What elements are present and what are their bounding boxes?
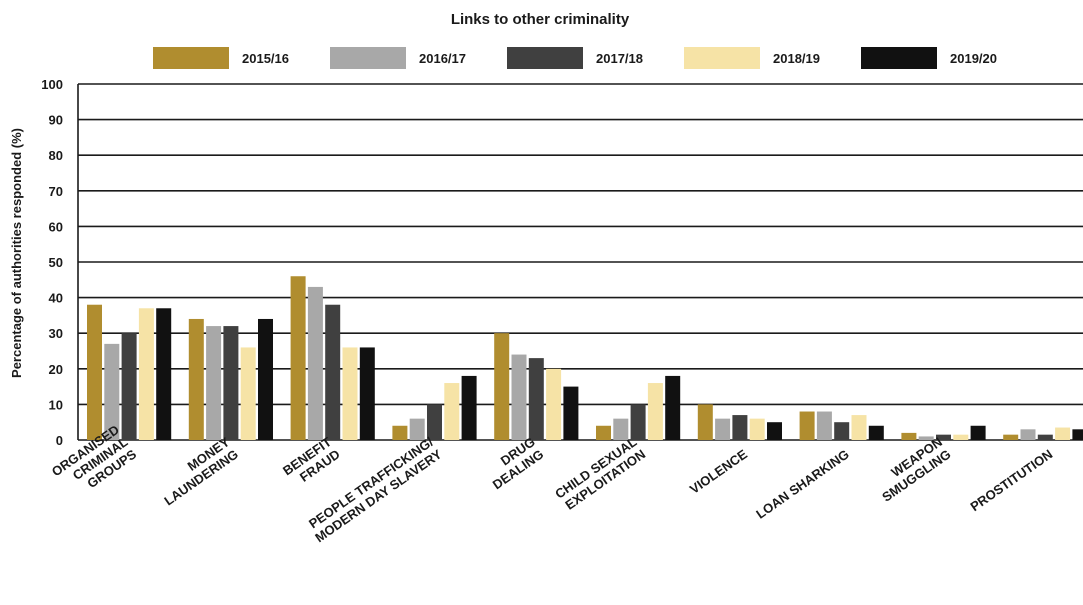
svg-text:BENEFITFRAUD: BENEFITFRAUD [280, 434, 343, 491]
bar [121, 333, 137, 440]
legend-swatch [153, 47, 229, 69]
svg-text:CHILD SEXUALEXPLOITATION: CHILD SEXUALEXPLOITATION [552, 434, 648, 514]
bar [290, 276, 306, 440]
legend-label: 2015/16 [242, 51, 289, 66]
bar [409, 418, 425, 440]
bar [1037, 434, 1053, 440]
legend: 2015/16 2016/17 2017/18 2018/19 2019/20 [153, 47, 997, 69]
bar [546, 368, 562, 440]
y-tick-label: 0 [56, 433, 63, 448]
y-tick-label: 10 [49, 397, 63, 412]
bars [87, 276, 1083, 440]
bar [325, 304, 341, 440]
bar [816, 411, 832, 440]
bar [563, 386, 579, 440]
bar [342, 347, 358, 440]
bar [647, 383, 663, 440]
bar [732, 415, 748, 440]
svg-text:VIOLENCE: VIOLENCE [687, 446, 750, 497]
x-tick-label: VIOLENCE [687, 446, 750, 497]
legend-label: 2018/19 [773, 51, 820, 66]
svg-text:PROSTITUTION: PROSTITUTION [967, 446, 1055, 514]
bar [511, 354, 527, 440]
chart-title: Links to other criminality [451, 11, 630, 28]
bar [392, 425, 408, 440]
y-tick-label: 40 [49, 291, 63, 306]
y-tick-label: 80 [49, 148, 63, 163]
bar [936, 434, 951, 440]
bar [528, 358, 544, 440]
bar [596, 425, 611, 440]
bar [613, 418, 629, 440]
bar [799, 411, 815, 440]
bar [258, 318, 273, 440]
bar [1020, 429, 1036, 440]
bar [138, 308, 154, 440]
bar [868, 425, 884, 440]
legend-label: 2019/20 [950, 51, 997, 66]
bar [970, 425, 986, 440]
x-tick-label: WEAPONSMUGGLING [871, 434, 954, 505]
legend-swatch [507, 47, 583, 69]
bar [444, 383, 460, 440]
svg-text:LOAN SHARKING: LOAN SHARKING [753, 446, 852, 521]
bar [188, 318, 204, 440]
bar [715, 418, 731, 440]
bar [87, 304, 102, 440]
x-tick-label: CHILD SEXUALEXPLOITATION [552, 434, 648, 514]
svg-text:DRUGDEALING: DRUGDEALING [481, 434, 546, 492]
bar [665, 375, 681, 440]
x-tick-label: PROSTITUTION [967, 446, 1055, 514]
legend-swatch [330, 47, 406, 69]
y-tick-label: 90 [49, 113, 63, 128]
x-tick-label: DRUGDEALING [481, 434, 547, 492]
x-tick-label: MONEYLAUNDERING [153, 434, 241, 508]
bar [359, 347, 375, 440]
y-tick-label: 20 [49, 362, 63, 377]
bar [749, 418, 765, 440]
x-tick-label: LOAN SHARKING [753, 446, 852, 521]
bar [427, 404, 442, 440]
bar [1055, 427, 1071, 440]
bar [918, 436, 934, 440]
legend-label: 2016/17 [419, 51, 466, 66]
bar [104, 343, 120, 440]
bar [901, 432, 917, 440]
svg-text:WEAPONSMUGGLING: WEAPONSMUGGLING [871, 434, 954, 505]
bar [156, 308, 172, 440]
bar [494, 333, 510, 440]
bar [461, 375, 477, 440]
legend-swatch [861, 47, 937, 69]
bar [834, 422, 850, 440]
bar [851, 415, 867, 440]
bar [240, 347, 256, 440]
y-tick-label: 50 [49, 255, 63, 270]
bar [307, 286, 323, 440]
bar [223, 326, 239, 440]
legend-swatch [684, 47, 760, 69]
bar [1072, 429, 1083, 440]
bar [697, 404, 713, 440]
bar [953, 434, 969, 440]
x-tick-label: BENEFITFRAUD [280, 434, 343, 491]
y-tick-label: 30 [49, 326, 63, 341]
bar [1003, 434, 1019, 440]
legend-label: 2017/18 [596, 51, 643, 66]
svg-text:MONEYLAUNDERING: MONEYLAUNDERING [153, 434, 241, 508]
bar [206, 326, 222, 440]
bar [630, 404, 646, 440]
y-tick-label: 70 [49, 184, 63, 199]
bar [767, 422, 782, 440]
y-axis-label: Percentage of authorities responded (%) [9, 128, 24, 378]
y-axis-ticks: 0 10 20 30 40 50 60 70 80 90 100 [41, 77, 63, 448]
y-tick-label: 100 [41, 77, 63, 92]
y-tick-label: 60 [49, 219, 63, 234]
